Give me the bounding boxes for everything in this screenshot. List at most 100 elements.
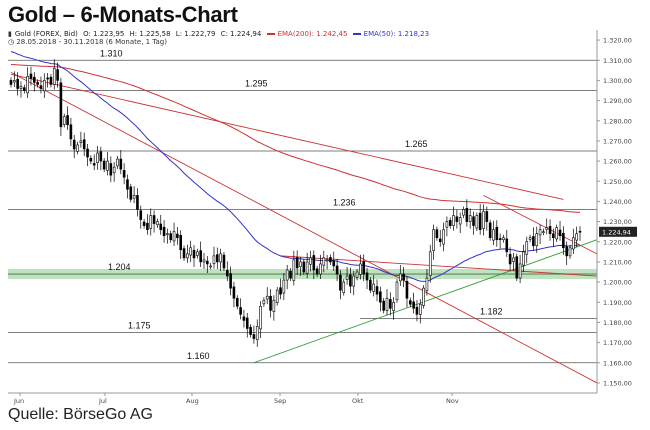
candle (305, 252, 309, 279)
candle (458, 212, 462, 234)
candle (488, 219, 492, 241)
candle-body (235, 297, 239, 307)
candle (129, 183, 133, 203)
axis-layer: 1.320,00 1.310,00 1.300,00 1.290,00 1.280,00… (8, 30, 637, 405)
y-tick-label: 1.260,00 (603, 158, 632, 166)
candle-body (76, 144, 79, 152)
candle-body (498, 238, 502, 241)
candle (199, 241, 202, 267)
candle-body (562, 232, 565, 249)
ema-layer (10, 51, 581, 282)
candle-body (538, 229, 542, 236)
candle (428, 244, 432, 283)
candle-body (302, 261, 306, 273)
candle-body (99, 151, 103, 162)
candle-body (365, 272, 369, 281)
candle-body (535, 233, 539, 247)
candle (102, 158, 106, 173)
candle-body (152, 215, 156, 224)
candle (189, 240, 192, 263)
candle (515, 253, 519, 282)
candle-body (382, 300, 385, 311)
candle (172, 222, 176, 246)
candle-body (109, 163, 113, 176)
candle-body (399, 273, 402, 282)
candle-body (272, 299, 276, 312)
candle (332, 251, 336, 271)
candle-body (26, 76, 29, 94)
candle (262, 297, 266, 307)
candle-body (422, 287, 425, 306)
candle (468, 208, 472, 229)
grid-layer (8, 59, 597, 364)
candle-body (172, 231, 176, 242)
candle (482, 204, 485, 236)
candle (202, 252, 206, 269)
candle-body (458, 217, 462, 225)
candle (36, 79, 39, 88)
candle (565, 241, 568, 265)
candle (269, 289, 272, 318)
candle (13, 71, 16, 88)
y-tick-label: 1.270,00 (603, 137, 632, 145)
candle-body (262, 299, 266, 305)
candle-body (46, 77, 49, 80)
x-tick-label: Sep (274, 397, 286, 405)
candle (472, 211, 475, 235)
candle-body (106, 160, 109, 171)
candle-body (319, 263, 322, 275)
candle (209, 262, 212, 270)
candle-body (359, 263, 362, 275)
trendline-red-upper (10, 73, 564, 200)
candle (372, 275, 375, 297)
candle (279, 278, 282, 300)
candle (478, 204, 482, 235)
candle (352, 270, 356, 296)
candle-body (555, 227, 559, 240)
candle-body (212, 255, 216, 264)
instrument-label: Gold (FOREX, Bid) (14, 30, 78, 38)
candle (186, 244, 189, 263)
candle-body (332, 260, 336, 267)
candle (309, 250, 312, 272)
candle-body (285, 269, 289, 281)
candle (242, 309, 246, 328)
candle-body (468, 215, 472, 222)
candle (545, 218, 549, 235)
candle (312, 250, 316, 280)
candle-body (219, 253, 222, 263)
candle-body (412, 301, 415, 309)
candle (32, 72, 36, 92)
trendline-layer (10, 71, 598, 384)
candle-body (415, 306, 419, 315)
candle (132, 186, 136, 204)
candle (272, 295, 276, 321)
candle (369, 277, 372, 294)
candle (252, 325, 256, 344)
candle-body (325, 259, 329, 262)
candle-body (242, 316, 246, 321)
candle (349, 267, 352, 294)
candle (385, 289, 389, 316)
candle-body (495, 226, 499, 241)
candle (16, 72, 19, 96)
level-label-1236: 1.236 (333, 197, 356, 207)
candle-body (508, 253, 512, 265)
level-label-layer: 1.310 1.295 1.265 1.236 1.204 1.182 1.175 1.160 (100, 48, 503, 361)
candle-body (385, 297, 389, 311)
candle (9, 77, 13, 88)
candle (292, 250, 296, 286)
candle (39, 76, 43, 94)
candle (538, 224, 542, 244)
candle (422, 285, 425, 309)
candle-body (49, 76, 53, 85)
candle-body (408, 300, 412, 305)
candle (578, 226, 582, 241)
candle-body (129, 186, 133, 200)
candle (182, 245, 186, 261)
candle (525, 236, 529, 264)
y-tick-label: 1.190,00 (603, 299, 632, 307)
candle-body (56, 69, 59, 81)
low-value: L: 1.222,79 (175, 30, 216, 38)
